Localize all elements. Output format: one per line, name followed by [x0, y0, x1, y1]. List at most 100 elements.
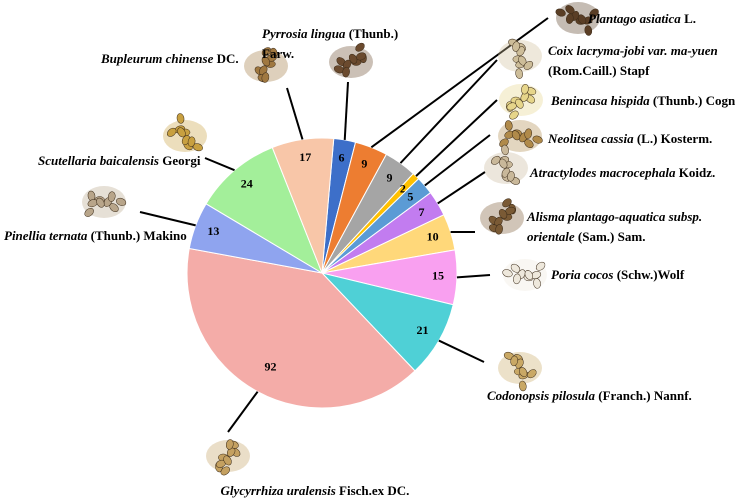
herb-piece	[261, 72, 270, 83]
herb-piece	[499, 158, 508, 169]
value-label: 5	[407, 190, 413, 204]
species-label: Codonopsis pilosula (Franch.) Nannf.	[487, 386, 737, 406]
herb-piece	[96, 197, 105, 208]
herb-piece	[589, 8, 599, 18]
herb-piece	[577, 14, 587, 25]
herb-piece	[502, 198, 512, 208]
herb-image	[498, 38, 542, 79]
herb-image	[329, 42, 373, 78]
species-name: Codonopsis pilosula	[487, 388, 596, 403]
herb-piece	[84, 207, 94, 217]
value-label: 9	[361, 157, 367, 171]
species-authority: (Thunb.) Farw.	[262, 26, 399, 61]
leader-line	[424, 134, 491, 187]
species-label: Neolitsea cassia (L.) Kosterm.	[548, 129, 738, 149]
species-label: Bupleurum chinense DC.	[101, 49, 271, 69]
species-name: Poria cocos	[551, 267, 614, 282]
species-label: Pyrrosia lingua (Thunb.) Farw.	[262, 24, 432, 64]
herb-piece	[565, 13, 574, 24]
species-name: Alisma plantago-aquatica subsp. oriental…	[527, 209, 703, 244]
species-label: Scutellaria baicalensis Georgi	[38, 151, 248, 171]
herb-piece	[535, 261, 546, 271]
herb-piece	[512, 41, 520, 52]
herb-piece	[513, 273, 521, 285]
species-name: Benincasa hispida	[551, 93, 650, 108]
herb-piece	[510, 355, 518, 367]
pie-slice	[205, 146, 324, 275]
herb-image	[498, 351, 542, 392]
herb-piece	[518, 367, 528, 377]
species-name: Pyrrosia lingua	[262, 26, 346, 41]
herb-piece	[498, 208, 508, 219]
herb-piece	[504, 120, 513, 131]
species-name: Pinellia ternata	[4, 228, 88, 243]
leader-line	[343, 81, 349, 140]
herb-image	[206, 439, 250, 476]
value-label: 24	[241, 176, 253, 190]
species-name: Scutellaria baicalensis	[38, 153, 159, 168]
leader-line	[139, 211, 196, 227]
value-label: 6	[339, 150, 345, 164]
herb-piece	[518, 380, 527, 392]
leader-line	[227, 391, 259, 433]
species-authority: L.	[684, 11, 696, 26]
species-label: Pinellia ternata (Thunb.) Makino	[4, 226, 244, 246]
species-label: Coix lacryma-jobi var. ma-yuen (Rom.Cail…	[548, 41, 739, 81]
leader-line	[415, 99, 498, 177]
pie-slice	[186, 247, 416, 409]
herb-piece	[223, 455, 232, 466]
herb-piece	[584, 25, 593, 36]
herb-piece	[342, 66, 350, 78]
herb-piece	[116, 197, 127, 206]
herb-piece	[348, 53, 358, 64]
herb-piece	[511, 130, 521, 141]
species-authority: Koidz.	[678, 165, 716, 180]
species-authority: (Franch.) Nannf.	[598, 388, 692, 403]
species-name: Atractylodes macrocephala	[530, 165, 676, 180]
herb-piece	[502, 269, 513, 278]
herb-piece	[523, 60, 534, 70]
herb-piece	[225, 439, 234, 450]
herb-piece	[555, 8, 566, 17]
herb-image	[498, 120, 543, 152]
species-name: Neolitsea cassia	[548, 131, 634, 146]
species-name: Bupleurum chinense	[101, 51, 214, 66]
species-authority: (Thunb.) Cogn	[652, 93, 736, 108]
species-label: Glycyrrhiza uralensis Fisch.ex DC.	[190, 481, 440, 501]
species-label: Benincasa hispida (Thunb.) Cogn	[551, 91, 739, 111]
leader-line	[437, 171, 486, 205]
value-label: 2	[400, 181, 406, 195]
value-label: 21	[417, 323, 429, 337]
species-label: Poria cocos (Schw.)Wolf	[551, 265, 731, 285]
species-authority: (Rom.Caill.) Stapf	[548, 63, 650, 78]
herb-image	[82, 186, 127, 218]
leader-line	[399, 59, 498, 164]
herb-piece	[515, 68, 523, 79]
herb-piece	[532, 135, 543, 144]
herb-image	[555, 2, 600, 36]
species-name: Glycyrrhiza uralensis	[220, 483, 336, 498]
herb-piece	[166, 127, 177, 137]
herb-piece	[491, 155, 501, 165]
herb-piece	[515, 98, 524, 109]
herb-image	[484, 144, 528, 185]
herb-image	[502, 259, 547, 291]
leader-line	[456, 274, 491, 279]
value-label: 13	[207, 224, 219, 238]
herb-piece	[261, 47, 272, 57]
herb-image	[244, 47, 288, 83]
species-name: Plantago asiatica	[588, 11, 681, 26]
herb-piece	[524, 270, 534, 280]
herb-image	[499, 83, 543, 120]
herb-piece	[261, 56, 271, 67]
value-label: 92	[265, 360, 277, 374]
herb-piece	[527, 369, 537, 379]
herb-piece	[220, 466, 230, 476]
leader-line	[438, 339, 485, 363]
herb-piece	[177, 127, 186, 138]
herb-piece	[107, 191, 116, 202]
value-label: 15	[432, 269, 444, 283]
species-authority: Fisch.ex DC.	[339, 483, 410, 498]
